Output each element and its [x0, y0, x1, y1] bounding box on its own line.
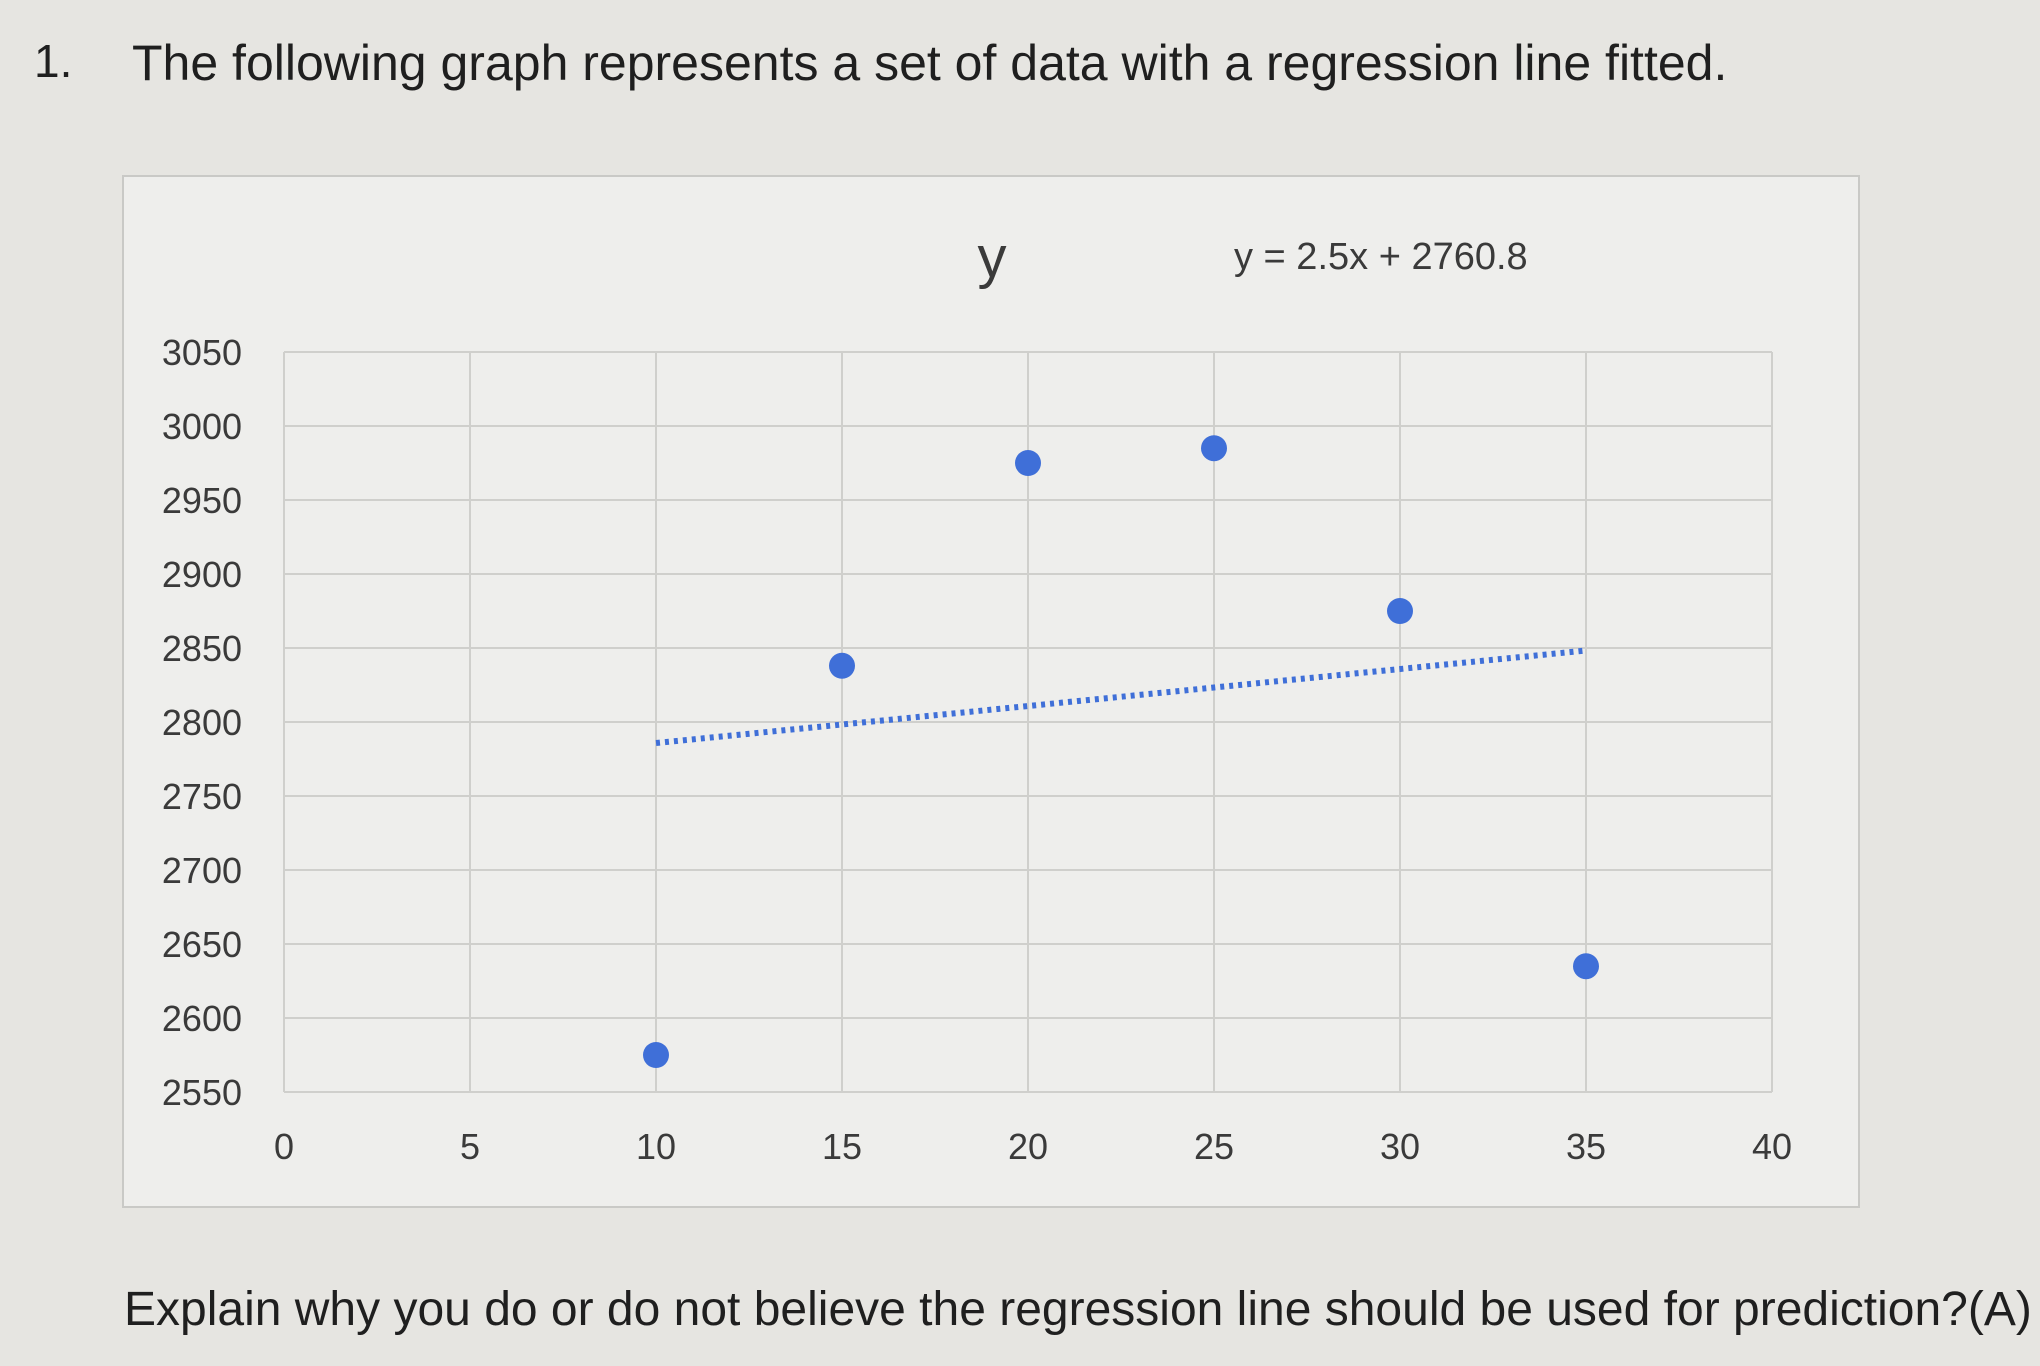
y-tick-label: 2950: [162, 480, 242, 521]
y-axis-ticks: 2550 2600 2650 2700 2750 2800 2850 2900 2950 3000…: [162, 332, 242, 1113]
y-tick-label: 2550: [162, 1072, 242, 1113]
x-tick-label: 0: [274, 1126, 294, 1167]
grid: [283, 351, 1773, 1093]
y-tick-label: 2650: [162, 924, 242, 965]
y-tick-label: 2700: [162, 850, 242, 891]
y-tick-label: 3050: [162, 332, 242, 373]
data-point: [1201, 435, 1227, 462]
y-tick-label: 2800: [162, 702, 242, 743]
x-tick-label: 35: [1566, 1126, 1606, 1167]
prompt-text: Explain why you do or do not believe the…: [124, 1283, 2032, 1336]
x-axis-ticks: 0 5 10 15 20 25 30 35 40: [274, 1126, 1792, 1167]
x-tick-label: 15: [822, 1126, 862, 1167]
y-tick-label: 3000: [162, 406, 242, 447]
chart-area: 2550 2600 2650 2700 2750 2800 2850 2900 2950 3000…: [122, 175, 1860, 1208]
y-tick-label: 2600: [162, 998, 242, 1039]
data-point: [829, 652, 855, 679]
chart-title: y: [978, 225, 1007, 290]
question-text: The following graph represents a set of …: [132, 35, 1728, 91]
data-point: [1573, 953, 1599, 980]
x-tick-label: 40: [1752, 1126, 1792, 1167]
data-point: [643, 1042, 669, 1068]
data-point: [1387, 598, 1413, 624]
x-tick-label: 10: [636, 1126, 676, 1167]
trendline-equation: y = 2.5x + 2760.8: [1234, 236, 1528, 278]
x-tick-label: 5: [460, 1126, 480, 1167]
data-points: [643, 435, 1599, 1068]
y-tick-label: 2850: [162, 628, 242, 669]
x-tick-label: 30: [1380, 1126, 1420, 1167]
regression-line: [655, 647, 1587, 747]
scatter-chart: 2550260026502700275028002850290029503000…: [162, 225, 1792, 1167]
data-point: [1015, 450, 1041, 476]
x-tick-label: 20: [1008, 1126, 1048, 1167]
y-tick-label: 2900: [162, 554, 242, 595]
y-tick-label: 2750: [162, 776, 242, 817]
x-tick-label: 25: [1194, 1126, 1234, 1167]
question-number: 1.: [34, 35, 73, 87]
